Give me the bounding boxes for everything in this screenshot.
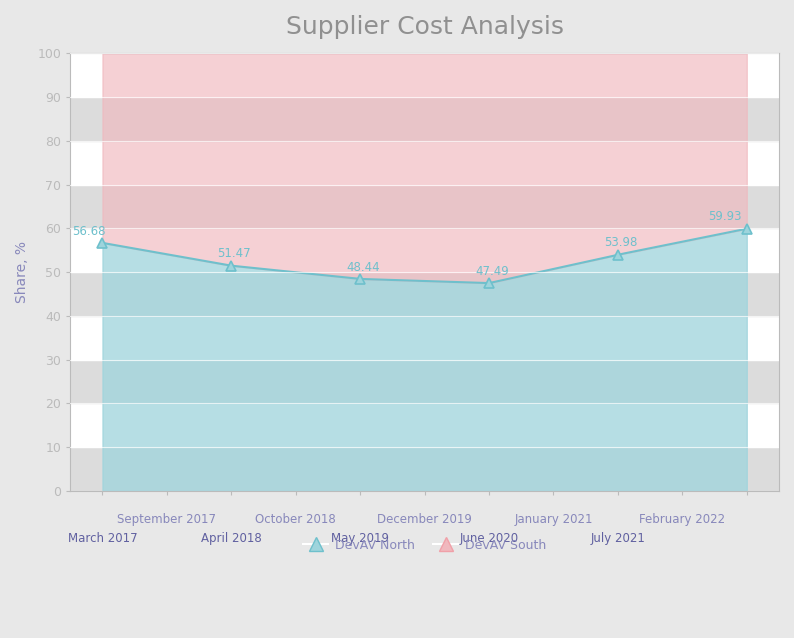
Text: May 2019: May 2019 — [331, 533, 389, 545]
Text: 59.93: 59.93 — [708, 211, 742, 223]
Text: January 2021: January 2021 — [515, 513, 593, 526]
Title: Supplier Cost Analysis: Supplier Cost Analysis — [286, 15, 564, 39]
Text: 51.47: 51.47 — [218, 248, 251, 260]
Text: April 2018: April 2018 — [201, 533, 262, 545]
Text: 48.44: 48.44 — [346, 260, 380, 274]
Bar — [70, 403, 779, 447]
Text: July 2021: July 2021 — [591, 533, 646, 545]
Bar — [70, 272, 779, 316]
Bar — [70, 184, 779, 228]
Text: June 2020: June 2020 — [460, 533, 518, 545]
Text: December 2019: December 2019 — [377, 513, 472, 526]
Bar — [70, 54, 779, 97]
Text: March 2017: March 2017 — [67, 533, 137, 545]
Text: 47.49: 47.49 — [475, 265, 509, 278]
Text: February 2022: February 2022 — [639, 513, 726, 526]
Text: October 2018: October 2018 — [256, 513, 336, 526]
Bar — [70, 316, 779, 360]
Text: 53.98: 53.98 — [604, 236, 638, 249]
Text: 56.68: 56.68 — [72, 225, 106, 237]
Y-axis label: Share, %: Share, % — [15, 241, 29, 303]
Bar — [70, 360, 779, 403]
Bar — [70, 228, 779, 272]
Bar — [70, 141, 779, 184]
Text: September 2017: September 2017 — [118, 513, 217, 526]
Legend: DevAV North, DevAV South: DevAV North, DevAV South — [299, 533, 551, 557]
Bar — [70, 447, 779, 491]
Bar — [70, 97, 779, 141]
